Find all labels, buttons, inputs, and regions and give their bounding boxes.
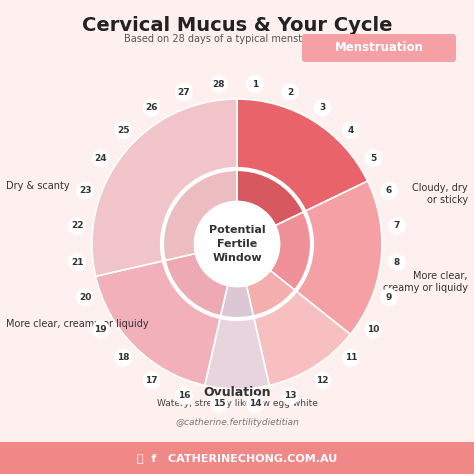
Wedge shape xyxy=(237,99,368,211)
Text: Watery, stretchy like raw egg white: Watery, stretchy like raw egg white xyxy=(156,399,318,408)
Text: 8: 8 xyxy=(394,257,400,266)
Text: 12: 12 xyxy=(317,376,329,385)
Circle shape xyxy=(365,149,383,167)
Circle shape xyxy=(388,217,406,235)
Circle shape xyxy=(365,320,383,338)
Circle shape xyxy=(142,371,160,389)
Wedge shape xyxy=(205,317,269,389)
Circle shape xyxy=(76,182,94,200)
Circle shape xyxy=(76,288,94,306)
FancyBboxPatch shape xyxy=(302,34,456,62)
Text: Cervical Mucus & Your Cycle: Cervical Mucus & Your Cycle xyxy=(82,16,392,35)
Circle shape xyxy=(114,121,132,139)
Text: Based on 28 days of a typical menstrual cycle: Based on 28 days of a typical menstrual … xyxy=(124,34,350,44)
Circle shape xyxy=(68,253,86,271)
Circle shape xyxy=(91,149,109,167)
Text: 3: 3 xyxy=(319,103,326,112)
Text: 6: 6 xyxy=(386,186,392,195)
Text: 27: 27 xyxy=(177,88,190,97)
Circle shape xyxy=(114,349,132,367)
Circle shape xyxy=(246,395,264,413)
Text: 9: 9 xyxy=(386,292,392,301)
Circle shape xyxy=(210,395,228,413)
Text: Cloudy, dry
or sticky: Cloudy, dry or sticky xyxy=(412,183,468,205)
Text: 10: 10 xyxy=(367,325,380,334)
Circle shape xyxy=(380,288,398,306)
Text: Potential
Fertile
Window: Potential Fertile Window xyxy=(209,225,265,263)
Wedge shape xyxy=(270,211,312,291)
Wedge shape xyxy=(246,270,296,317)
Text: More clear,
creamy or liquidy: More clear, creamy or liquidy xyxy=(383,271,468,293)
Circle shape xyxy=(388,253,406,271)
Circle shape xyxy=(68,217,86,235)
Wedge shape xyxy=(164,253,228,317)
Text: Menstruation: Menstruation xyxy=(335,40,423,54)
Circle shape xyxy=(91,320,109,338)
Text: ⓘ  f   CATHERINECHONG.COM.AU: ⓘ f CATHERINECHONG.COM.AU xyxy=(137,453,337,463)
Circle shape xyxy=(314,99,332,117)
Circle shape xyxy=(281,83,299,101)
Text: 11: 11 xyxy=(345,353,357,362)
Circle shape xyxy=(175,387,193,405)
Wedge shape xyxy=(254,291,350,385)
Text: 22: 22 xyxy=(71,221,83,230)
Text: 25: 25 xyxy=(117,126,129,135)
Wedge shape xyxy=(96,261,220,385)
Text: Ovulation: Ovulation xyxy=(203,386,271,399)
Text: 1: 1 xyxy=(252,80,258,89)
Text: 21: 21 xyxy=(71,257,83,266)
Circle shape xyxy=(246,75,264,93)
Text: 19: 19 xyxy=(94,325,107,334)
Wedge shape xyxy=(220,285,254,319)
Text: 26: 26 xyxy=(145,103,157,112)
Text: 17: 17 xyxy=(145,376,158,385)
Text: 5: 5 xyxy=(370,154,376,163)
FancyBboxPatch shape xyxy=(0,442,474,474)
Circle shape xyxy=(210,75,228,93)
Circle shape xyxy=(342,349,360,367)
Text: @catherine.fertilitydietitian: @catherine.fertilitydietitian xyxy=(175,418,299,427)
Text: 20: 20 xyxy=(79,292,91,301)
Circle shape xyxy=(380,182,398,200)
Text: Dry & scanty: Dry & scanty xyxy=(6,181,70,191)
Circle shape xyxy=(314,371,332,389)
Wedge shape xyxy=(237,169,305,226)
Circle shape xyxy=(342,121,360,139)
Text: 14: 14 xyxy=(249,400,261,409)
Text: 28: 28 xyxy=(213,80,225,89)
Circle shape xyxy=(142,99,160,117)
Text: 4: 4 xyxy=(347,126,354,135)
Circle shape xyxy=(195,202,279,286)
Text: 23: 23 xyxy=(79,186,91,195)
Circle shape xyxy=(281,387,299,405)
Circle shape xyxy=(175,83,193,101)
Text: More clear, creamy or liquidy: More clear, creamy or liquidy xyxy=(6,319,149,329)
Text: 16: 16 xyxy=(178,392,190,401)
Text: 13: 13 xyxy=(284,392,296,401)
Text: 18: 18 xyxy=(117,353,129,362)
Text: 7: 7 xyxy=(394,221,400,230)
Wedge shape xyxy=(92,99,237,276)
Wedge shape xyxy=(296,181,382,334)
Text: 15: 15 xyxy=(213,400,225,409)
Text: 24: 24 xyxy=(94,154,107,163)
Text: 2: 2 xyxy=(287,88,293,97)
Wedge shape xyxy=(162,169,237,261)
